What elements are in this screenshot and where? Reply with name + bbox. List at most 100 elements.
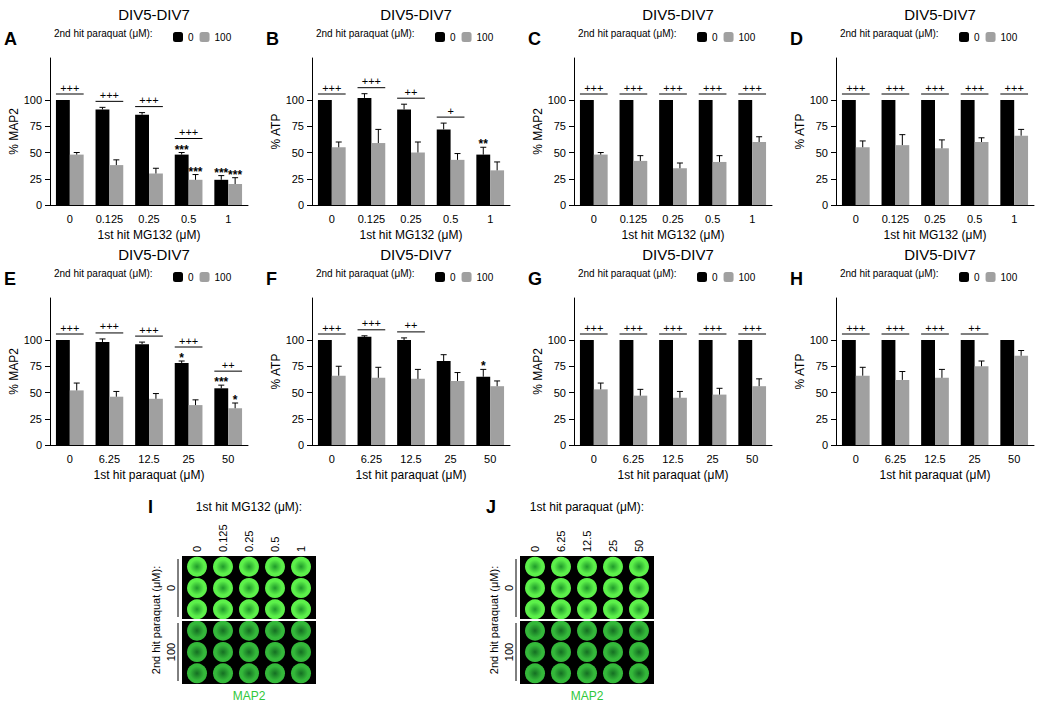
svg-text:0: 0 [853, 213, 859, 225]
svg-text:B: B [266, 29, 279, 49]
svg-text:% ATP: % ATP [793, 114, 807, 150]
svg-text:1st hit MG132 (μM):: 1st hit MG132 (μM): [196, 500, 302, 514]
svg-text:H: H [790, 269, 803, 289]
svg-text:0: 0 [822, 199, 828, 211]
svg-text:% ATP: % ATP [793, 354, 807, 390]
svg-text:0: 0 [822, 439, 828, 451]
svg-text:100: 100 [286, 94, 304, 106]
svg-text:100: 100 [503, 643, 515, 661]
svg-text:1st hit MG132 (μM): 1st hit MG132 (μM) [360, 228, 463, 242]
svg-text:25: 25 [292, 413, 304, 425]
svg-text:50: 50 [633, 540, 645, 552]
svg-text:0: 0 [191, 546, 203, 552]
svg-text:75: 75 [554, 120, 566, 132]
svg-text:DIV5-DIV7: DIV5-DIV7 [904, 6, 976, 23]
svg-text:0: 0 [974, 32, 980, 43]
svg-text:2nd hit paraquat (μM):: 2nd hit paraquat (μM): [488, 566, 500, 674]
svg-text:1st hit MG132 (μM): 1st hit MG132 (μM) [98, 228, 201, 242]
svg-text:50: 50 [292, 387, 304, 399]
svg-text:+++: +++ [846, 322, 865, 334]
svg-text:*: * [233, 393, 238, 407]
svg-text:+++: +++ [322, 82, 341, 94]
svg-text:25: 25 [182, 453, 194, 465]
svg-text:100: 100 [215, 272, 232, 283]
svg-text:0: 0 [329, 453, 335, 465]
svg-text:0.125: 0.125 [882, 213, 910, 225]
svg-text:+++: +++ [322, 322, 341, 334]
svg-text:50: 50 [292, 147, 304, 159]
svg-text:50: 50 [484, 453, 496, 465]
svg-text:0: 0 [165, 585, 177, 591]
svg-text:25: 25 [554, 173, 566, 185]
svg-text:++: ++ [405, 319, 418, 331]
svg-text:0: 0 [450, 32, 456, 43]
svg-text:0: 0 [67, 453, 73, 465]
svg-text:2nd hit paraquat (μM):: 2nd hit paraquat (μM): [316, 268, 415, 279]
svg-text:75: 75 [30, 360, 42, 372]
svg-text:1: 1 [487, 213, 493, 225]
svg-text:+++: +++ [624, 322, 643, 334]
svg-text:25: 25 [706, 453, 718, 465]
svg-text:25: 25 [444, 453, 456, 465]
svg-text:***: *** [228, 168, 242, 182]
svg-text:75: 75 [554, 360, 566, 372]
svg-text:100: 100 [548, 94, 566, 106]
svg-text:++: ++ [405, 86, 418, 98]
svg-text:+++: +++ [362, 75, 381, 87]
svg-text:1: 1 [225, 213, 231, 225]
svg-text:2nd hit paraquat (μM):: 2nd hit paraquat (μM): [578, 28, 677, 39]
svg-text:25: 25 [292, 173, 304, 185]
svg-text:++: ++ [968, 322, 981, 334]
svg-text:+++: +++ [584, 322, 603, 334]
svg-text:***: *** [175, 143, 189, 157]
svg-text:+++: +++ [925, 322, 944, 334]
svg-text:MAP2: MAP2 [233, 689, 266, 703]
svg-text:+++: +++ [663, 322, 682, 334]
svg-text:0: 0 [560, 199, 566, 211]
svg-text:100: 100 [477, 272, 494, 283]
svg-text:100: 100 [24, 94, 42, 106]
svg-text:2nd hit paraquat (μM):: 2nd hit paraquat (μM): [840, 268, 939, 279]
svg-text:1: 1 [295, 546, 307, 552]
svg-text:0.125: 0.125 [620, 213, 648, 225]
svg-text:50: 50 [30, 387, 42, 399]
svg-text:0: 0 [974, 272, 980, 283]
svg-text:% MAP2: % MAP2 [531, 348, 545, 395]
svg-text:25: 25 [816, 173, 828, 185]
svg-text:+++: +++ [886, 322, 905, 334]
svg-text:0: 0 [591, 453, 597, 465]
svg-text:2nd hit paraquat (μM):: 2nd hit paraquat (μM): [316, 28, 415, 39]
svg-text:+++: +++ [100, 89, 119, 101]
svg-text:0: 0 [36, 199, 42, 211]
svg-text:++: ++ [222, 359, 235, 371]
svg-text:12.5: 12.5 [400, 453, 421, 465]
svg-text:0.5: 0.5 [705, 213, 720, 225]
svg-text:75: 75 [292, 120, 304, 132]
svg-text:0.25: 0.25 [924, 213, 945, 225]
svg-text:+++: +++ [139, 324, 158, 336]
svg-text:+++: +++ [703, 82, 722, 94]
svg-text:0: 0 [560, 439, 566, 451]
svg-text:DIV5-DIV7: DIV5-DIV7 [380, 6, 452, 23]
svg-text:0: 0 [188, 32, 194, 43]
svg-text:75: 75 [816, 120, 828, 132]
svg-text:25: 25 [30, 413, 42, 425]
svg-text:100: 100 [286, 334, 304, 346]
svg-text:+++: +++ [60, 322, 79, 334]
svg-text:0.25: 0.25 [138, 213, 159, 225]
svg-text:% MAP2: % MAP2 [7, 348, 21, 395]
svg-text:1st hit paraquat (μM): 1st hit paraquat (μM) [94, 468, 205, 482]
svg-text:100: 100 [548, 334, 566, 346]
svg-text:1st hit paraquat (μM): 1st hit paraquat (μM) [618, 468, 729, 482]
svg-text:0.25: 0.25 [243, 531, 255, 552]
svg-text:A: A [4, 29, 17, 49]
svg-text:100: 100 [739, 32, 756, 43]
svg-text:% MAP2: % MAP2 [531, 108, 545, 155]
svg-text:0: 0 [712, 272, 718, 283]
svg-text:DIV5-DIV7: DIV5-DIV7 [380, 246, 452, 263]
svg-text:DIV5-DIV7: DIV5-DIV7 [118, 246, 190, 263]
svg-text:C: C [528, 29, 541, 49]
svg-text:2nd hit paraquat (μM):: 2nd hit paraquat (μM): [54, 28, 153, 39]
svg-text:+++: +++ [743, 322, 762, 334]
svg-text:75: 75 [292, 360, 304, 372]
